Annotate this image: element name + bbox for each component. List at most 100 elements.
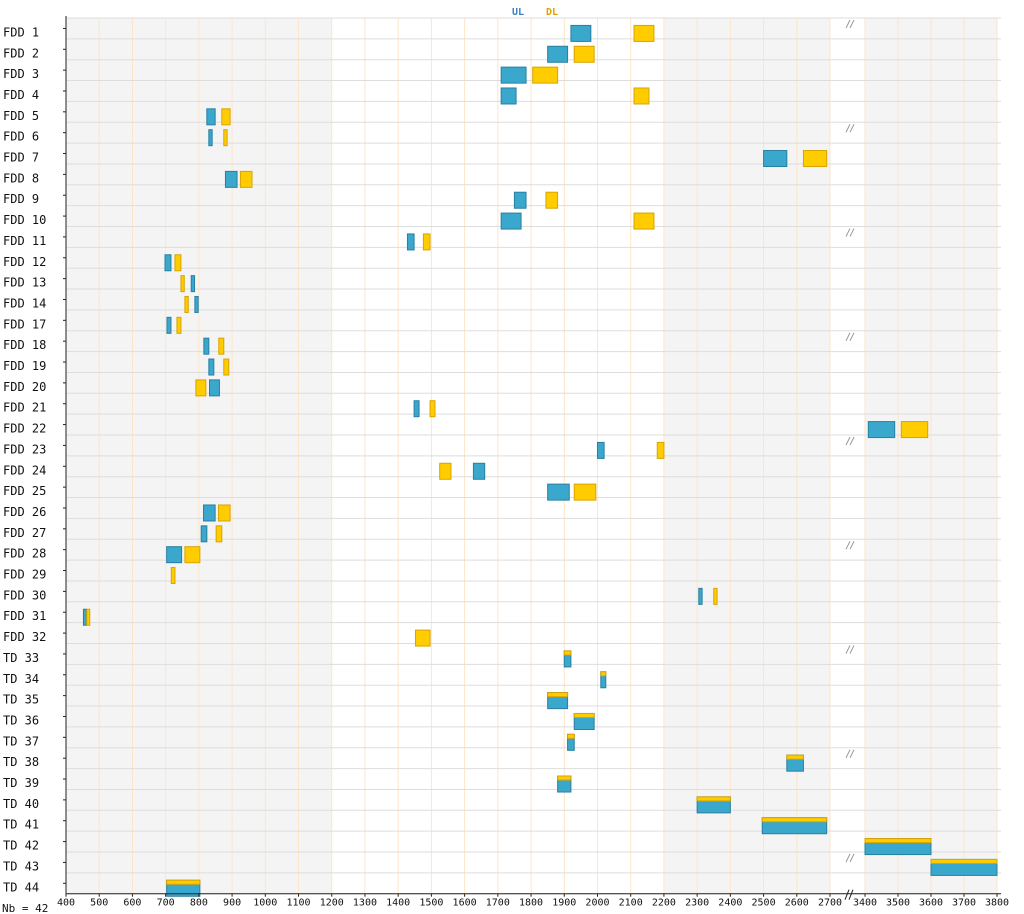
band-label: FDD 23 (3, 442, 46, 456)
x-tick-label: 2200 (652, 898, 676, 909)
x-tick-label: 1800 (519, 898, 543, 909)
tdd-dl-strip (864, 838, 932, 844)
x-tick-label: 1900 (552, 898, 576, 909)
dl-bar (215, 525, 223, 543)
ul-bar (596, 441, 605, 459)
dl-bar (573, 483, 597, 501)
x-tick-label: 900 (223, 898, 241, 909)
ul-bar (208, 358, 215, 376)
dl-bar (218, 337, 225, 355)
x-tick-label: 1300 (353, 898, 377, 909)
band-label: TD 44 (3, 880, 39, 894)
band-label: TD 39 (3, 776, 39, 790)
ul-bar (166, 316, 172, 334)
ul-bar (206, 108, 216, 126)
dl-bar (223, 129, 228, 147)
dl-bar (573, 45, 595, 63)
band-label: FDD 30 (3, 588, 46, 602)
x-tick-label: 1000 (253, 898, 277, 909)
ul-bar (570, 24, 592, 42)
tdd-dl-strip (557, 775, 572, 781)
x-tick-label: 1200 (320, 898, 344, 909)
band-label: FDD 4 (3, 88, 39, 102)
x-tick-label: 2100 (619, 898, 643, 909)
band-label: FDD 3 (3, 67, 39, 81)
band-label: FDD 29 (3, 568, 46, 582)
dl-bar (439, 462, 452, 480)
break-mark (845, 645, 851, 654)
dl-bar (713, 587, 718, 605)
dl-bar (532, 66, 559, 84)
dl-bar (176, 316, 182, 334)
band-label: FDD 9 (3, 192, 39, 206)
break-mark (849, 19, 855, 29)
band-label: FDD 18 (3, 338, 46, 352)
dl-bar (184, 546, 201, 564)
ul-bar (190, 275, 196, 293)
ul-bar (208, 379, 220, 397)
break-mark (849, 749, 855, 758)
ul-bar (208, 129, 213, 147)
band-label: FDD 28 (3, 547, 46, 561)
ul-bar (513, 191, 527, 209)
break-mark (849, 853, 855, 863)
band-label: TD 37 (3, 734, 39, 748)
break-mark (849, 436, 855, 446)
x-tick-label: 3400 (853, 898, 877, 909)
x-tick-label: 2400 (718, 898, 742, 909)
ul-bar (500, 66, 527, 84)
band-label: FDD 5 (3, 109, 39, 123)
ul-bar (82, 608, 87, 626)
ul-bar (194, 295, 199, 313)
dl-bar (195, 379, 207, 397)
band-label: FDD 26 (3, 505, 46, 519)
band-label: FDD 8 (3, 171, 39, 185)
dl-bar (545, 191, 559, 209)
break-mark (845, 853, 851, 863)
dl-bar (184, 295, 189, 313)
ul-bar (203, 504, 216, 522)
x-tick-label: 500 (90, 898, 108, 909)
tdd-dl-strip (761, 817, 828, 823)
dl-bar (414, 629, 431, 647)
x-tick-labels: 400 500 600 700 800 900 1000 1100 1200 1300 1400 15… (57, 898, 1009, 909)
x-tick-label: 1700 (486, 898, 510, 909)
tdd-dl-strip (567, 733, 575, 739)
dl-bar (429, 400, 436, 418)
legend-ul: UL (512, 7, 524, 18)
tdd-dl-strip (573, 712, 595, 718)
break-mark (849, 541, 855, 550)
dl-bar (633, 212, 655, 230)
x-tick-label: 3800 (985, 898, 1009, 909)
band-label: FDD 7 (3, 151, 39, 165)
break-mark (845, 124, 851, 133)
break-mark (849, 228, 855, 237)
ul-bar (547, 45, 569, 63)
dl-bar (633, 24, 655, 42)
x-tick-label: 2500 (752, 898, 776, 909)
break-mark (845, 19, 851, 29)
tdd-dl-strip (930, 858, 998, 864)
x-tick-label: 400 (57, 898, 75, 909)
band-label: FDD 22 (3, 422, 46, 436)
legend-dl: DL (546, 7, 558, 18)
dl-bar (180, 275, 185, 293)
x-tick-label: 3600 (919, 898, 943, 909)
band-label: FDD 14 (3, 296, 46, 310)
x-tick-label: 700 (157, 898, 175, 909)
x-tick-label: 1600 (453, 898, 477, 909)
band-label: FDD 2 (3, 46, 39, 60)
band-label: FDD 1 (3, 25, 39, 39)
x-tick-label: 3700 (952, 898, 976, 909)
x-tick-label: 1100 (286, 898, 310, 909)
band-label: TD 40 (3, 797, 39, 811)
ul-bar (763, 150, 788, 168)
x-tick-label: 600 (123, 898, 141, 909)
band-label: FDD 32 (3, 630, 46, 644)
break-mark (845, 436, 851, 446)
ul-bar (406, 233, 415, 251)
band-label: FDD 19 (3, 359, 46, 373)
band-label: FDD 11 (3, 234, 46, 248)
band-label: FDD 17 (3, 317, 46, 331)
